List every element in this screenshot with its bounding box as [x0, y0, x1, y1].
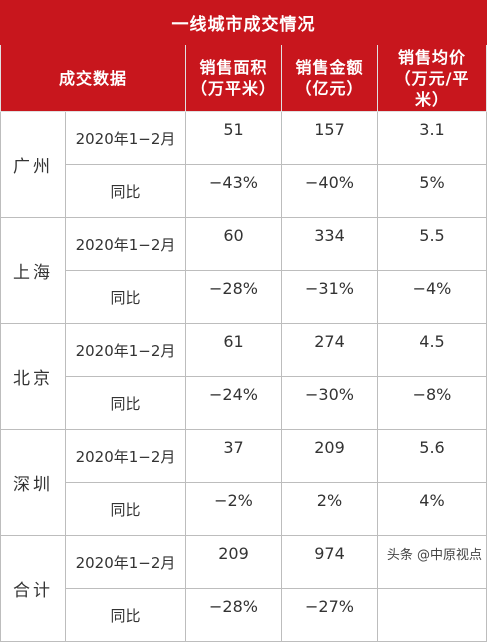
amount-value-cell: 209 [281, 429, 378, 483]
area-value-cell: −28% [185, 588, 282, 642]
header-row: 成交数据 销售面积（万平米） 销售金额（亿元） 销售均价（万元/平米） [0, 44, 487, 112]
watermark-text: 头条 @中原视点 [386, 548, 482, 563]
header-amount-text: 销售金额（亿元） [295, 58, 364, 98]
area-value-cell: 61 [185, 323, 282, 377]
amount-value-cell: 974 [281, 535, 378, 589]
table-row: 上海 2020年1−2月 60 334 5.5 [0, 217, 487, 324]
amount-value-cell: 2% [281, 482, 378, 536]
area-value-cell: −43% [185, 164, 282, 218]
area-value-cell: 37 [185, 429, 282, 483]
row-label-cell: 同比 [65, 270, 186, 324]
amount-value-cell: −40% [281, 164, 378, 218]
row-label-cell: 2020年1−2月 [65, 535, 186, 589]
row-label-cell: 2020年1−2月 [65, 429, 186, 483]
amount-value-cell: −27% [281, 588, 378, 642]
header-price-text: 销售均价（万元/平米） [394, 47, 470, 109]
area-value-cell: −28% [185, 270, 282, 324]
table-row: 深圳 2020年1−2月 37 209 5.6 [0, 429, 487, 536]
price-value-cell: 5.6 [377, 429, 487, 483]
amount-value-cell: 157 [281, 111, 378, 165]
price-value-cell [377, 588, 487, 642]
header-data-label: 成交数据 [0, 44, 186, 112]
table-row: 广州 2020年1−2月 51 157 3.1 [0, 111, 487, 218]
row-label-cell: 同比 [65, 376, 186, 430]
table-title: 一线城市成交情况 [0, 0, 487, 45]
title-row: 一线城市成交情况 [0, 0, 487, 45]
area-value-cell: −24% [185, 376, 282, 430]
row-label-cell: 2020年1−2月 [65, 111, 186, 165]
header-area: 销售面积（万平米） [185, 44, 282, 112]
price-value-cell: 3.1 [377, 111, 487, 165]
header-price: 销售均价（万元/平米） [377, 44, 487, 112]
table-row: 同比 −28% −27% [1, 588, 487, 642]
amount-value-cell: −30% [281, 376, 378, 430]
area-value-cell: 209 [185, 535, 282, 589]
row-label-cell: 同比 [65, 588, 186, 642]
city-name-cell: 深圳 [0, 429, 66, 536]
table-row: 同比 −43% −40% 5% [1, 164, 487, 218]
price-value-cell: −4% [377, 270, 487, 324]
header-area-text: 销售面积（万平米） [190, 58, 276, 98]
row-label-cell: 同比 [65, 164, 186, 218]
price-value-cell: 5% [377, 164, 487, 218]
table-row: 北京 2020年1−2月 61 274 4.5 [0, 323, 487, 430]
price-value-cell: 4% [377, 482, 487, 536]
amount-value-cell: 334 [281, 217, 378, 271]
area-value-cell: −2% [185, 482, 282, 536]
row-label-cell: 2020年1−2月 [65, 323, 186, 377]
amount-value-cell: 274 [281, 323, 378, 377]
table-row: 同比 −2% 2% 4% [1, 482, 487, 536]
price-value-cell: −8% [377, 376, 487, 430]
table-row: 同比 −24% −30% −8% [1, 376, 487, 430]
price-value-cell: 4.5 [377, 323, 487, 377]
table-row: 同比 −28% −31% −4% [1, 270, 487, 324]
row-label-cell: 2020年1−2月 [65, 217, 186, 271]
city-name-cell: 北京 [0, 323, 66, 430]
amount-value-cell: −31% [281, 270, 378, 324]
area-value-cell: 60 [185, 217, 282, 271]
area-value-cell: 51 [185, 111, 282, 165]
price-value-cell: 5.5 [377, 217, 487, 271]
header-amount: 销售金额（亿元） [281, 44, 378, 112]
row-label-cell: 同比 [65, 482, 186, 536]
city-name-cell: 广州 [0, 111, 66, 218]
city-name-cell: 上海 [0, 217, 66, 324]
header-data-label-text: 成交数据 [58, 68, 127, 88]
city-name-cell: 合计 [0, 535, 66, 642]
